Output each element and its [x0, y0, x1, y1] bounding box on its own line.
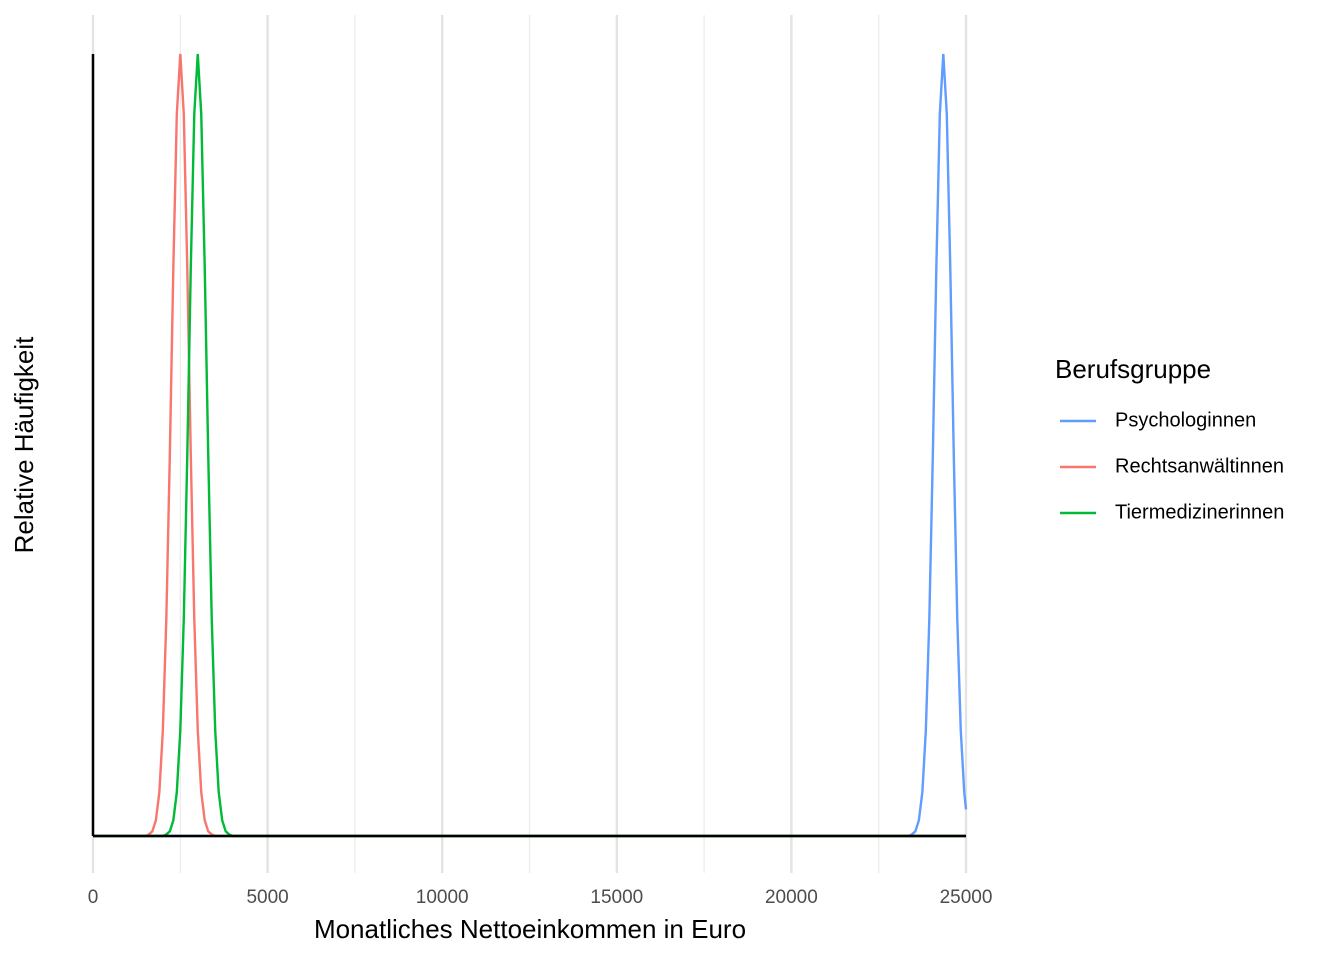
legend: Psychologinnen Rechtsanwältinnen Tiermediz… — [1060, 409, 1284, 523]
x-tick-label: 20000 — [765, 887, 818, 908]
grid — [91, 15, 968, 873]
density-line — [93, 53, 968, 838]
lines — [93, 53, 968, 838]
legend-label: Psychologinnen — [1115, 409, 1256, 431]
x-tick-label: 15000 — [590, 887, 643, 908]
legend-title: Berufsgruppe — [1055, 354, 1211, 384]
x-tick-label: 10000 — [416, 887, 469, 908]
legend-label: Rechtsanwältinnen — [1115, 455, 1284, 477]
legend-label: Tiermedizinerinnen — [1115, 501, 1284, 523]
x-tick-label: 5000 — [246, 887, 288, 908]
y-axis-title: Relative Häufigkeit — [9, 336, 39, 554]
density-line — [93, 53, 966, 838]
density-line — [93, 53, 966, 838]
x-tick-label: 0 — [88, 887, 99, 908]
x-tick-label: 25000 — [940, 887, 993, 908]
x-axis-title: Monatliches Nettoeinkommen in Euro — [314, 914, 746, 944]
